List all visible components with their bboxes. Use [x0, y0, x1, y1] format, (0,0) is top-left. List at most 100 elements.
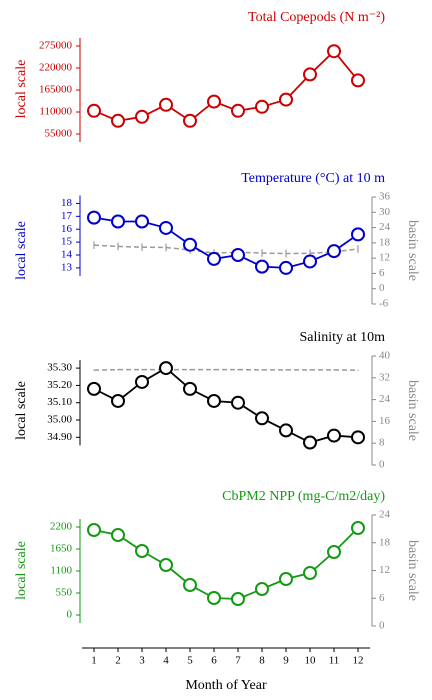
x-axis-label: Month of Year: [185, 678, 267, 693]
y-axis-label: local scale: [14, 221, 29, 280]
y2-tick-label: 24: [379, 393, 391, 405]
data-point: [231, 395, 245, 410]
data-point: [159, 220, 173, 235]
y-tick-label: 1650: [50, 543, 73, 555]
y2-tick-label: 0: [379, 282, 385, 294]
y-tick-label: 35.00: [47, 414, 72, 426]
data-point: [303, 566, 317, 580]
data-point: [303, 435, 317, 450]
basin-line: [93, 368, 359, 371]
y-tick-label: 16: [61, 223, 73, 235]
data-point: [327, 545, 341, 559]
data-point: [351, 73, 365, 88]
y-tick-label: 220000: [39, 62, 73, 74]
data-point: [279, 92, 293, 107]
y2-axis-label: basin scale: [405, 380, 420, 441]
data-point: [303, 254, 317, 269]
panel-title: CbPM2 NPP (mg-C/m2/day): [222, 489, 385, 504]
y2-axis-label: basin scale: [405, 220, 420, 281]
data-point: [135, 544, 149, 558]
series-line: [93, 367, 359, 444]
x-tick-label: 7: [235, 655, 241, 667]
y2-tick-label: 8: [379, 437, 385, 449]
x-tick-label: 6: [211, 655, 217, 667]
panel-title: Salinity at 10m: [299, 330, 385, 345]
y-tick-label: 550: [56, 587, 73, 599]
y-tick-label: 14: [61, 249, 73, 261]
data-point: [183, 578, 197, 592]
y2-tick-label: 18: [379, 536, 391, 548]
y2-tick-label: 6: [379, 592, 385, 604]
y-axis-label: local scale: [14, 541, 29, 600]
y-tick-label: 13: [61, 261, 73, 273]
x-tick-label: 3: [139, 655, 145, 667]
y-axis-label: local scale: [14, 60, 29, 119]
basin-line: [93, 244, 359, 255]
y2-tick-label: 6: [379, 267, 385, 279]
panel-title: Temperature (°C) at 10 m: [241, 171, 385, 186]
data-point: [87, 103, 101, 118]
y2-tick-label: 12: [379, 252, 390, 264]
y2-tick-label: 24: [379, 221, 391, 233]
data-point: [159, 558, 173, 572]
data-point: [135, 374, 149, 389]
data-point: [255, 582, 269, 596]
y2-tick-label: 24: [379, 509, 391, 521]
data-point: [351, 430, 365, 445]
data-point: [207, 393, 221, 408]
data-point: [183, 381, 197, 396]
x-tick-label: 11: [329, 655, 340, 667]
data-point: [255, 99, 269, 114]
series-line: [93, 527, 359, 600]
y-tick-label: 1100: [50, 565, 72, 577]
x-tick-label: 5: [187, 655, 193, 667]
data-point: [327, 428, 341, 443]
data-point: [255, 259, 269, 274]
x-tick-label: 2: [115, 655, 121, 667]
y-tick-label: 2200: [50, 521, 73, 533]
data-point: [87, 523, 101, 537]
x-tick-label: 12: [353, 655, 364, 667]
y-tick-label: 110000: [39, 106, 72, 118]
data-point: [111, 393, 125, 408]
y-tick-label: 17: [61, 210, 73, 222]
data-point: [279, 260, 293, 275]
data-point: [207, 591, 221, 605]
x-tick-label: 4: [163, 655, 169, 667]
data-point: [351, 227, 365, 242]
y2-tick-label: 32: [379, 371, 390, 383]
y-tick-label: 35.20: [47, 379, 72, 391]
y2-tick-label: 12: [379, 564, 390, 576]
data-point: [183, 237, 197, 252]
data-point: [327, 244, 341, 259]
data-point: [135, 214, 149, 229]
y2-tick-label: 18: [379, 236, 391, 248]
y-tick-label: 35.10: [47, 396, 72, 408]
data-point: [183, 113, 197, 128]
data-point: [279, 572, 293, 586]
y-tick-label: 275000: [39, 40, 73, 52]
data-point: [111, 113, 125, 128]
y2-tick-label: 16: [379, 415, 391, 427]
y-tick-label: 0: [67, 609, 73, 621]
data-point: [279, 423, 293, 438]
y2-axis-label: basin scale: [405, 540, 420, 601]
data-point: [159, 97, 173, 112]
y2-tick-label: -6: [379, 298, 389, 310]
data-point: [303, 67, 317, 82]
data-point: [207, 251, 221, 266]
y-tick-label: 34.90: [47, 431, 72, 443]
data-point: [327, 44, 341, 59]
data-point: [111, 528, 125, 542]
y2-tick-label: 0: [379, 620, 385, 632]
data-point: [231, 592, 245, 606]
data-point: [231, 103, 245, 118]
y-tick-label: 165000: [39, 84, 73, 96]
data-point: [207, 94, 221, 109]
data-point: [159, 361, 173, 376]
series-line: [93, 216, 359, 269]
data-point: [87, 381, 101, 396]
x-tick-label: 10: [305, 655, 317, 667]
y2-tick-label: 0: [379, 459, 385, 471]
